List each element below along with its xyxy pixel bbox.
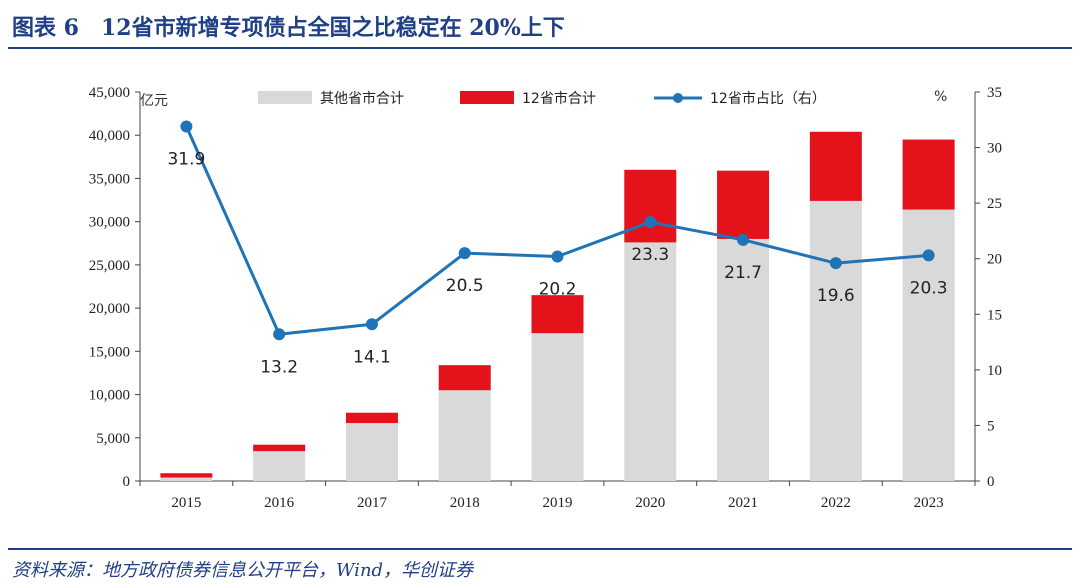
share-data-label: 20.2: [539, 279, 577, 299]
left-tick-label: 20,000: [89, 301, 130, 317]
legend: 其他省市合计 12省市合计 12省市占比（右）: [258, 90, 826, 107]
bar-12-provinces: [438, 365, 491, 391]
data-labels: 31.9 13.2 14.1 20.5 20.2 23.3 21.7 19.6 20.3: [167, 149, 947, 377]
bar-other-provinces: [809, 200, 862, 482]
right-tick-label: 20: [987, 252, 1002, 268]
legend-marker: [673, 93, 683, 103]
left-tick-label: 25,000: [89, 258, 130, 274]
share-data-label: 20.5: [446, 276, 484, 296]
legend-swatch: [258, 91, 312, 104]
figure-title: 图表 6 12省市新增专项债占全国之比稳定在 20%上下: [12, 15, 565, 41]
share-data-label: 31.9: [167, 149, 205, 169]
bar-other-provinces: [253, 451, 306, 481]
share-point: [458, 247, 471, 260]
bar-12-provinces: [531, 295, 584, 334]
x-tick-label: 2022: [821, 495, 851, 511]
left-tick-label: 30,000: [89, 215, 130, 231]
x-tick-label: 2017: [357, 495, 388, 511]
right-tick-label: 5: [987, 418, 995, 434]
x-tick-label: 2021: [728, 495, 758, 511]
x-tick-label: 2023: [914, 495, 944, 511]
legend-swatch: [460, 91, 514, 104]
left-tick-label: 15,000: [89, 344, 130, 360]
x-tick-label: 2020: [635, 495, 665, 511]
bar-12-provinces: [717, 170, 770, 239]
left-tick-label: 40,000: [89, 128, 130, 144]
legend-label: 12省市占比（右）: [710, 90, 826, 107]
bar-other-provinces: [717, 238, 770, 481]
bar-12-provinces: [345, 412, 398, 424]
source-note: 资料来源：地方政府债券信息公开平台，Wind，华创证券: [12, 560, 474, 581]
legend-label: 12省市合计: [522, 90, 596, 107]
right-axis: 0 5 10 15 20 25 30 35: [974, 85, 1002, 490]
bar-other-provinces: [160, 477, 213, 481]
share-point: [644, 216, 657, 229]
share-data-label: 14.1: [353, 347, 391, 367]
right-tick-label: 15: [987, 307, 1002, 323]
right-tick-label: 25: [987, 196, 1002, 212]
x-tick-label: 2019: [543, 495, 573, 511]
stacked-bar-line-chart: 0 5,000 10,000 15,000 20,000 25,000 30,000 35,0…: [89, 85, 1002, 511]
share-point: [551, 250, 564, 263]
figure-header: 图表 6 12省市新增专项债占全国之比稳定在 20%上下: [0, 0, 1080, 48]
header-rule: [8, 47, 1072, 49]
right-tick-label: 0: [987, 474, 995, 490]
x-tick-label: 2015: [171, 495, 201, 511]
share-data-label: 13.2: [260, 357, 298, 377]
left-axis-unit: 亿元: [140, 93, 168, 109]
share-data-label: 21.7: [724, 263, 762, 283]
left-tick-label: 10,000: [89, 388, 130, 404]
bar-other-provinces: [531, 333, 584, 481]
bar-other-provinces: [345, 423, 398, 481]
right-tick-label: 35: [987, 85, 1002, 101]
line-series: [180, 120, 935, 341]
share-point: [922, 249, 935, 262]
share-point: [829, 257, 842, 270]
bar-12-provinces: [624, 169, 677, 243]
right-tick-label: 30: [987, 141, 1002, 157]
bar-12-provinces: [809, 131, 862, 201]
left-tick-label: 35,000: [89, 171, 130, 187]
left-tick-label: 5,000: [96, 431, 130, 447]
bar-other-provinces: [624, 242, 677, 481]
bar-other-provinces: [438, 390, 491, 481]
left-axis: 0 5,000 10,000 15,000 20,000 25,000 30,000 35,0…: [89, 85, 141, 490]
x-tick-label: 2018: [450, 495, 480, 511]
share-point: [737, 233, 750, 246]
x-axis: 2015 2016 2017 2018 2019 2020 2021 2022 2023: [139, 480, 976, 511]
bar-12-provinces: [902, 139, 955, 210]
left-tick-label: 45,000: [89, 85, 130, 101]
bar-series: [160, 131, 955, 482]
bar-12-provinces: [160, 473, 213, 478]
left-tick-label: 0: [123, 474, 131, 490]
share-point: [365, 318, 378, 331]
share-point: [180, 120, 193, 133]
right-axis-unit: %: [934, 89, 947, 105]
right-tick-label: 10: [987, 363, 1002, 379]
legend-label: 其他省市合计: [320, 90, 404, 107]
share-point: [273, 328, 286, 341]
x-tick-label: 2016: [264, 495, 295, 511]
share-data-label: 20.3: [910, 278, 948, 298]
share-data-label: 23.3: [631, 245, 669, 265]
share-data-label: 19.6: [817, 286, 855, 306]
footer-rule: [8, 548, 1072, 550]
bar-12-provinces: [253, 444, 306, 452]
